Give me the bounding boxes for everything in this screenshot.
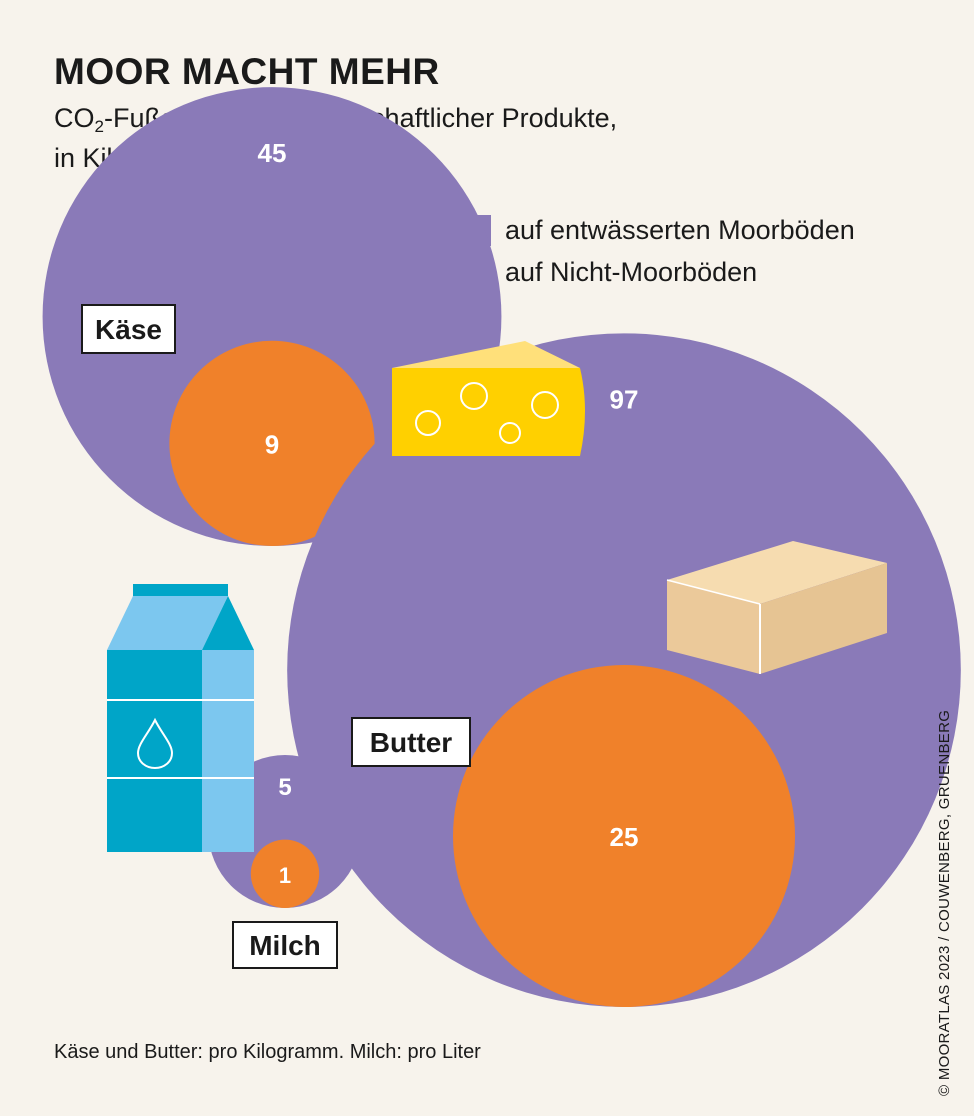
bubble-butter-nicht-moor [453, 665, 795, 1007]
bubbles [42, 87, 961, 1007]
subtitle-co: CO [54, 103, 95, 133]
value-label-kaese-moor: 45 [258, 138, 287, 168]
legend-label-nicht-moor: auf Nicht-Moorböden [505, 256, 758, 287]
bubble-labels: 45 9 Käse 97 25 Butter 5 1 Milch [81, 138, 639, 969]
category-label-butter: Butter [370, 727, 453, 758]
value-label-milch-nicht-moor: 1 [279, 863, 291, 888]
value-label-kaese-nicht-moor: 9 [265, 429, 279, 459]
category-box-kaese [81, 304, 176, 354]
category-label-milch: Milch [249, 930, 321, 961]
footnote: Käse und Butter: pro Kilogramm. Milch: p… [54, 1041, 481, 1063]
cheese-icon [392, 341, 585, 456]
credit: © MOORATLAS 2023 / COUWENBERG, GRUENBERG [936, 709, 953, 1096]
bubble-kaese-nicht-moor [169, 340, 375, 546]
category-box-milch [232, 921, 338, 969]
butter-icon [666, 541, 887, 674]
bubble-milch-nicht-moor [250, 839, 320, 908]
category-box-butter [351, 717, 471, 767]
value-label-butter-moor: 97 [610, 384, 639, 414]
chart-title: MOOR MACHT MEHR [54, 51, 440, 92]
subtitle-subscript: 2 [94, 117, 104, 136]
category-label-kaese: Käse [95, 314, 162, 345]
legend-label-moor: auf entwässerten Moorböden [505, 214, 855, 245]
value-label-butter-nicht-moor: 25 [610, 822, 639, 852]
milk-carton-icon [107, 584, 254, 852]
value-label-milch-moor: 5 [278, 774, 291, 801]
